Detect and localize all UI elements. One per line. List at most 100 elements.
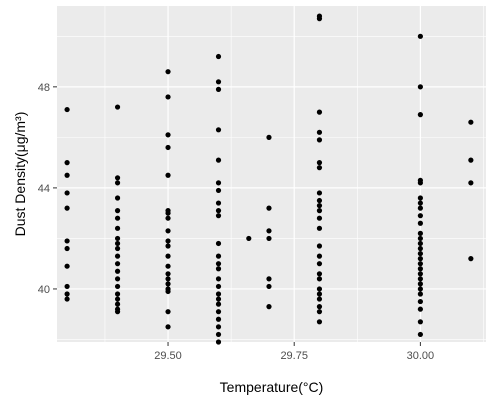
data-point <box>165 309 171 315</box>
data-point <box>165 263 171 269</box>
data-point <box>215 127 222 133</box>
data-point <box>316 304 323 310</box>
data-point <box>114 309 121 315</box>
data-point <box>468 157 474 163</box>
data-point <box>417 331 423 338</box>
data-point <box>114 180 121 186</box>
data-point <box>417 306 423 312</box>
data-point <box>316 137 323 143</box>
data-point <box>114 283 121 290</box>
data-point <box>266 228 272 234</box>
data-point <box>316 129 323 135</box>
data-point <box>215 339 222 345</box>
data-point <box>215 291 222 297</box>
data-point <box>316 286 323 292</box>
data-point <box>215 240 222 247</box>
data-point <box>246 235 252 242</box>
data-point <box>417 281 423 287</box>
data-point <box>266 235 272 242</box>
data-point <box>417 261 423 267</box>
data-point <box>215 213 222 219</box>
data-point <box>64 106 70 113</box>
data-point <box>114 261 121 267</box>
data-point <box>64 205 70 211</box>
data-point <box>215 157 222 163</box>
data-point <box>215 324 222 330</box>
data-point <box>316 309 323 315</box>
data-point <box>215 253 222 259</box>
data-point <box>64 263 70 269</box>
data-point <box>64 245 70 252</box>
data-point <box>165 324 171 330</box>
data-point <box>266 205 272 211</box>
data-point <box>64 283 70 290</box>
data-point <box>417 286 423 292</box>
data-point <box>64 160 70 166</box>
data-point <box>64 238 70 244</box>
plot-panel <box>57 6 486 342</box>
data-point <box>114 225 121 231</box>
data-point <box>266 283 272 290</box>
data-point <box>316 291 323 297</box>
data-point <box>165 144 171 151</box>
data-point <box>417 276 423 282</box>
data-point <box>316 261 323 267</box>
data-point <box>114 291 121 297</box>
data-point <box>316 109 323 115</box>
data-point <box>316 253 323 259</box>
data-point <box>316 271 323 277</box>
data-point <box>215 296 222 302</box>
data-point <box>417 230 423 236</box>
data-point <box>316 296 323 302</box>
data-point <box>165 281 171 287</box>
data-point <box>417 298 423 305</box>
data-points <box>64 13 474 345</box>
data-point <box>215 301 222 307</box>
data-point <box>215 276 222 282</box>
data-point <box>417 271 423 277</box>
data-point <box>64 172 70 178</box>
data-point <box>215 180 222 186</box>
data-point <box>316 197 323 204</box>
data-point <box>215 53 222 60</box>
data-point <box>64 190 70 196</box>
data-point <box>165 243 171 249</box>
data-point <box>114 245 121 252</box>
y-axis-title: Dust Density(μg/m³) <box>12 112 28 237</box>
data-point <box>417 112 423 118</box>
data-point <box>417 240 423 247</box>
data-point <box>114 208 121 214</box>
data-point <box>114 276 121 282</box>
y-tick-label: 48 <box>38 82 50 94</box>
data-point <box>417 245 423 252</box>
data-point <box>114 268 121 274</box>
data-point <box>114 296 121 302</box>
data-point <box>165 271 171 277</box>
data-point <box>215 316 222 322</box>
data-point <box>165 238 171 244</box>
data-point <box>266 304 272 310</box>
data-point <box>417 213 423 219</box>
x-tick-label: 29.75 <box>280 350 308 362</box>
data-point <box>215 331 222 338</box>
data-point <box>114 301 121 307</box>
data-point <box>215 266 222 272</box>
data-point <box>417 291 423 297</box>
data-point <box>215 261 222 267</box>
data-point <box>316 208 323 214</box>
data-point <box>316 319 323 325</box>
data-point <box>114 175 121 181</box>
data-point <box>165 94 171 100</box>
data-point <box>417 319 423 325</box>
data-point <box>266 276 272 282</box>
y-tick-label: 44 <box>38 183 50 195</box>
data-point <box>215 200 222 206</box>
data-point <box>266 134 272 140</box>
data-point <box>468 119 474 125</box>
data-point <box>165 288 171 295</box>
data-point <box>417 250 423 257</box>
data-point <box>417 195 423 201</box>
data-point <box>316 225 323 231</box>
data-point <box>215 283 222 290</box>
